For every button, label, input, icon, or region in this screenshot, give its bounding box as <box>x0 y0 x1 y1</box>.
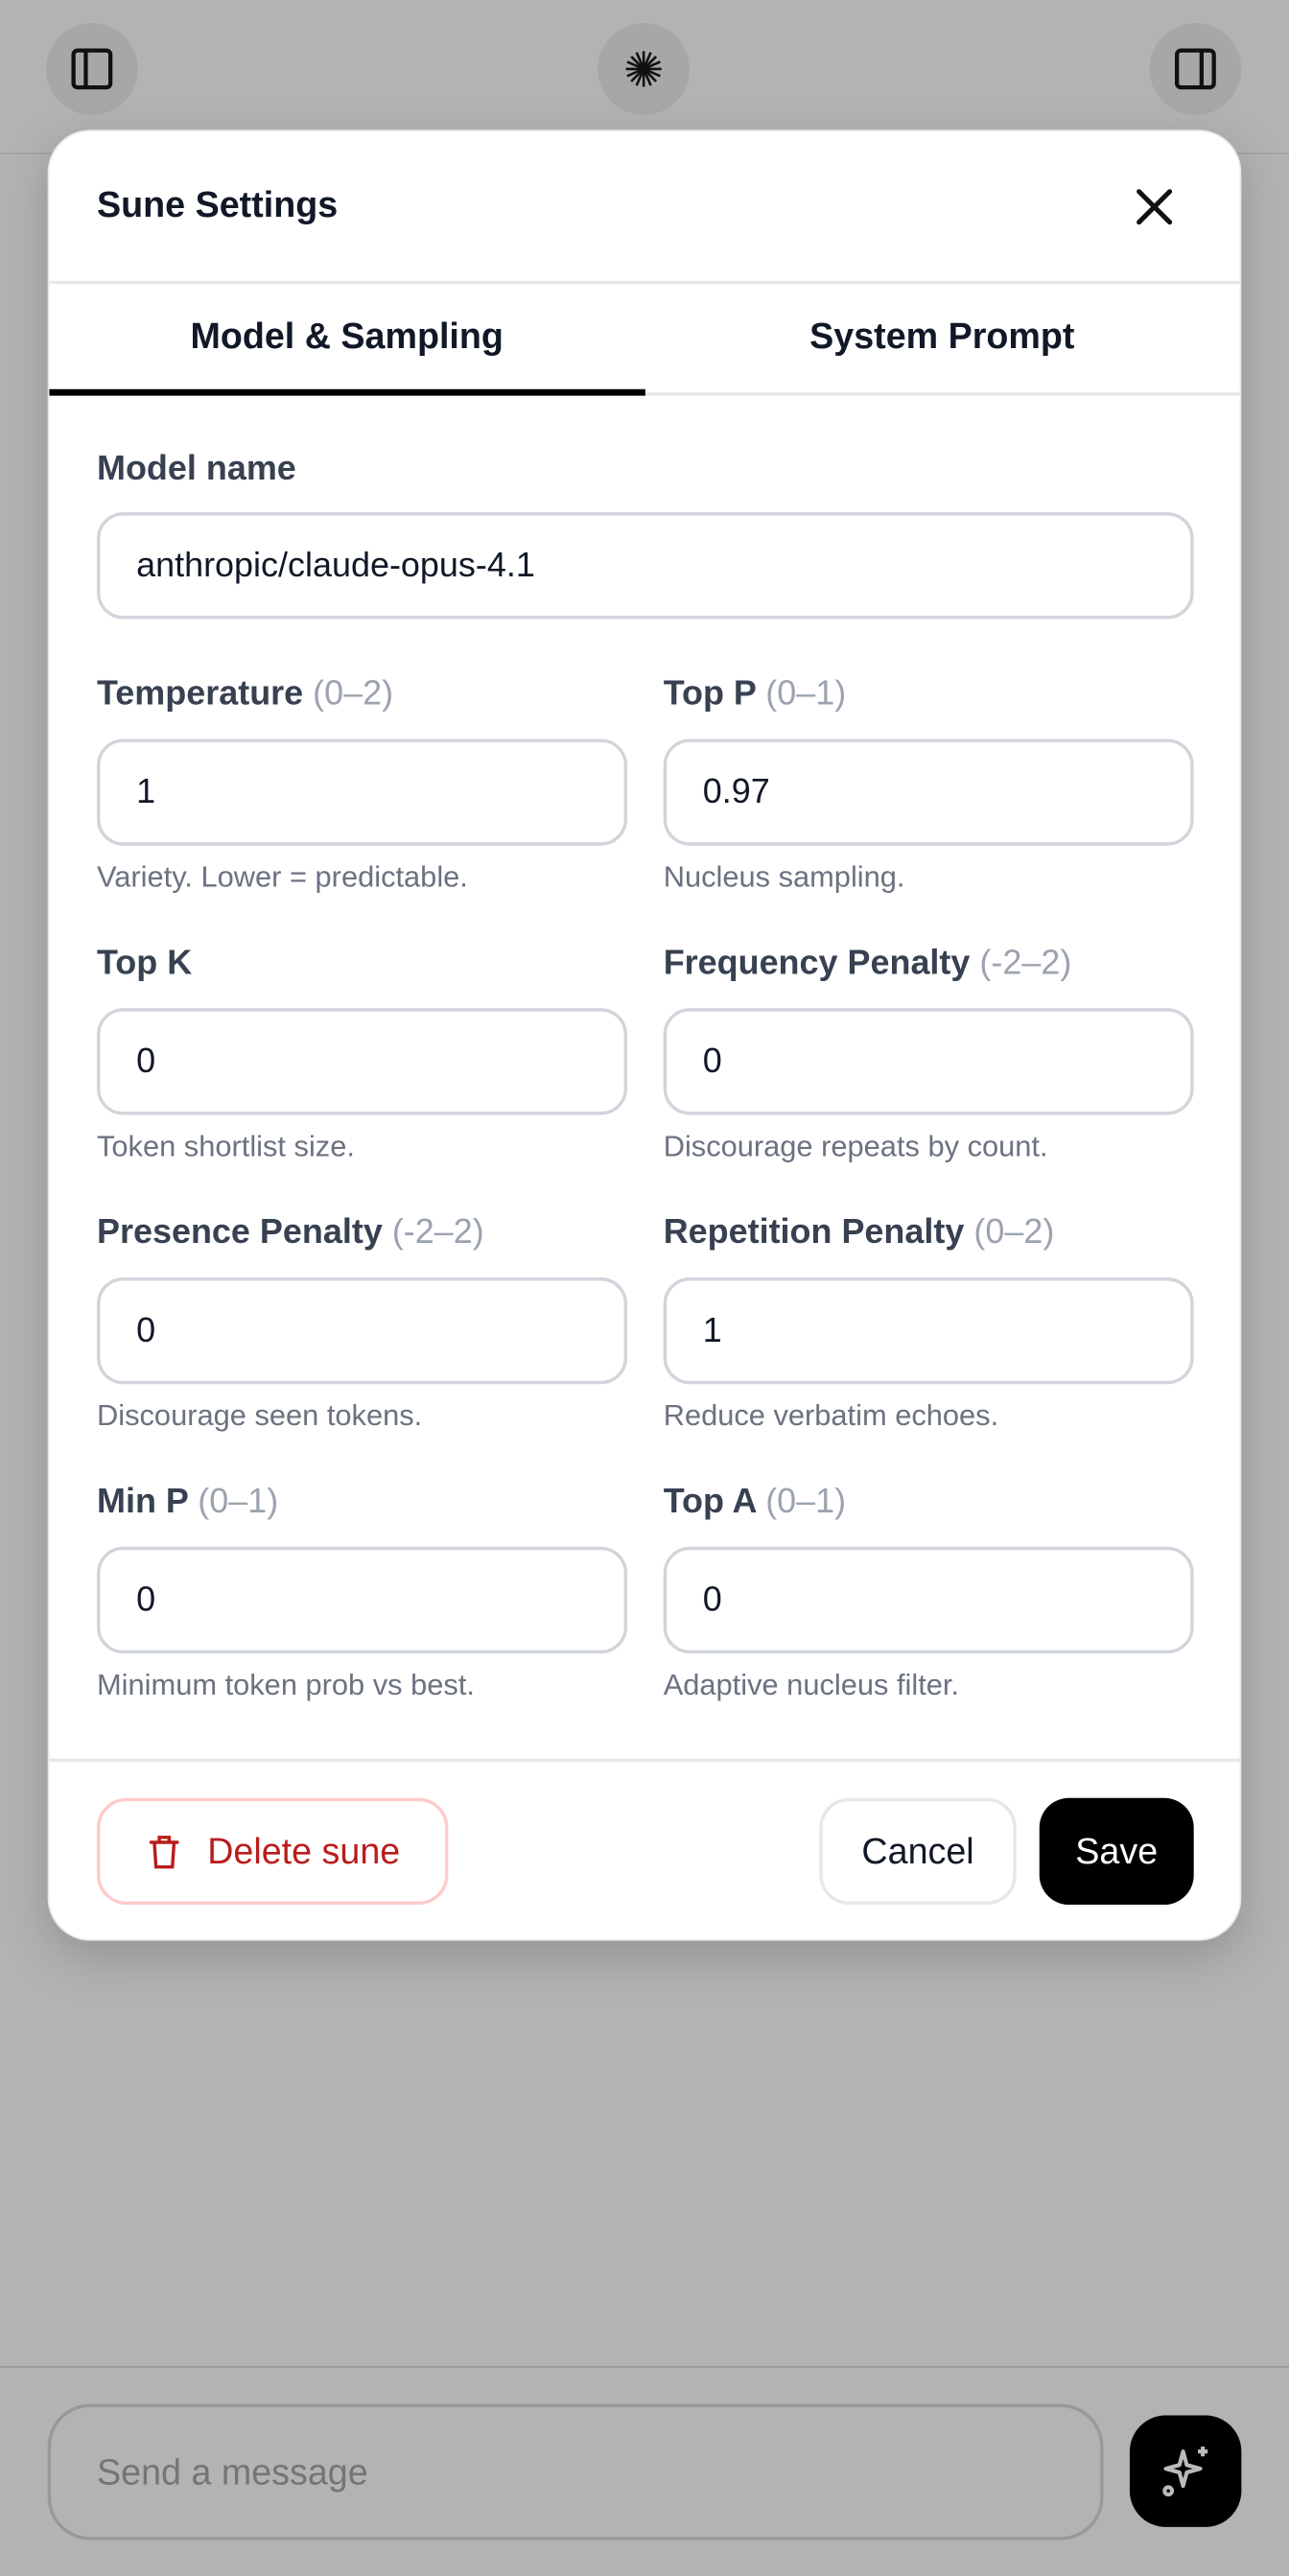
toggle-right-sidebar-button[interactable] <box>1149 22 1242 115</box>
sidebar-left-icon <box>71 48 113 90</box>
toggle-left-sidebar-button[interactable] <box>45 22 138 115</box>
min-p-help: Minimum token prob vs best. <box>97 1668 475 1701</box>
field-label-text: Repetition Penalty <box>663 1213 965 1252</box>
trash-icon <box>150 1835 180 1868</box>
top-k-help: Token shortlist size. <box>97 1129 355 1163</box>
dialog-title: Sune Settings <box>97 183 339 225</box>
top-k-label: Top K <box>97 944 192 983</box>
temperature-input[interactable]: 1 <box>97 738 628 846</box>
temperature-help: Variety. Lower = predictable. <box>97 860 468 894</box>
composer-divider <box>0 2366 1289 2368</box>
top-p-help: Nucleus sampling. <box>663 860 905 894</box>
field-label-text: Top P <box>663 674 757 714</box>
range-hint: (0–2) <box>973 1213 1055 1252</box>
range-hint: (0–2) <box>313 674 394 714</box>
min-p-label: Min P (0–1) <box>97 1483 278 1522</box>
close-button[interactable] <box>1128 180 1181 233</box>
field-label-text: Presence Penalty <box>97 1213 383 1252</box>
field-label-text: Frequency Penalty <box>663 944 971 982</box>
presence-penalty-label: Presence Penalty (-2–2) <box>97 1213 484 1253</box>
delete-sune-label: Delete sune <box>207 1830 401 1871</box>
min-p-input[interactable]: 0 <box>97 1546 628 1654</box>
message-input[interactable] <box>47 2403 1104 2541</box>
tab-system-prompt[interactable]: System Prompt <box>809 315 1075 357</box>
sparkles-icon <box>1162 2447 1208 2497</box>
presence-penalty-input[interactable]: 0 <box>97 1277 628 1385</box>
close-icon <box>1137 189 1173 225</box>
cancel-button[interactable]: Cancel <box>819 1797 1017 1906</box>
tab-model-sampling[interactable]: Model & Sampling <box>49 284 644 396</box>
sparkburst-icon <box>625 51 662 87</box>
range-hint: (0–1) <box>765 674 847 714</box>
model-name-label: Model name <box>97 450 296 488</box>
repetition-penalty-help: Reduce verbatim echoes. <box>663 1398 999 1432</box>
top-p-label: Top P (0–1) <box>664 675 846 714</box>
field-label-text: Top A <box>663 1483 757 1521</box>
field-label-text: Top K <box>97 944 193 982</box>
dialog-footer <box>49 1758 1240 1763</box>
top-a-input[interactable]: 0 <box>663 1546 1194 1654</box>
presence-penalty-help: Discourage seen tokens. <box>97 1398 423 1432</box>
frequency-penalty-label: Frequency Penalty (-2–2) <box>664 944 1072 983</box>
range-hint: (-2–2) <box>391 1213 484 1252</box>
top-a-help: Adaptive nucleus filter. <box>663 1668 960 1701</box>
repetition-penalty-label: Repetition Penalty (0–2) <box>664 1213 1055 1253</box>
field-label-text: Min P <box>97 1483 189 1521</box>
sune-settings-dialog: Sune Settings Model & Sampling System Pr… <box>47 129 1242 1941</box>
save-button[interactable]: Save <box>1039 1797 1194 1906</box>
frequency-penalty-input[interactable]: 0 <box>663 1008 1194 1115</box>
range-hint: (0–1) <box>765 1483 847 1521</box>
top-p-input[interactable]: 0.97 <box>663 738 1194 846</box>
app-logo-button[interactable] <box>598 22 691 115</box>
temperature-label: Temperature (0–2) <box>97 675 393 714</box>
send-button[interactable] <box>1129 2415 1242 2527</box>
model-name-input[interactable] <box>97 512 1194 620</box>
delete-sune-button[interactable]: Delete sune <box>97 1797 449 1906</box>
field-label-text: Temperature <box>97 674 304 714</box>
range-hint: (-2–2) <box>979 944 1072 982</box>
frequency-penalty-help: Discourage repeats by count. <box>663 1129 1048 1163</box>
top-a-label: Top A (0–1) <box>664 1483 846 1522</box>
range-hint: (0–1) <box>198 1483 279 1521</box>
top-k-input[interactable]: 0 <box>97 1008 628 1115</box>
repetition-penalty-input[interactable]: 1 <box>663 1277 1194 1385</box>
sidebar-right-icon <box>1175 48 1216 90</box>
